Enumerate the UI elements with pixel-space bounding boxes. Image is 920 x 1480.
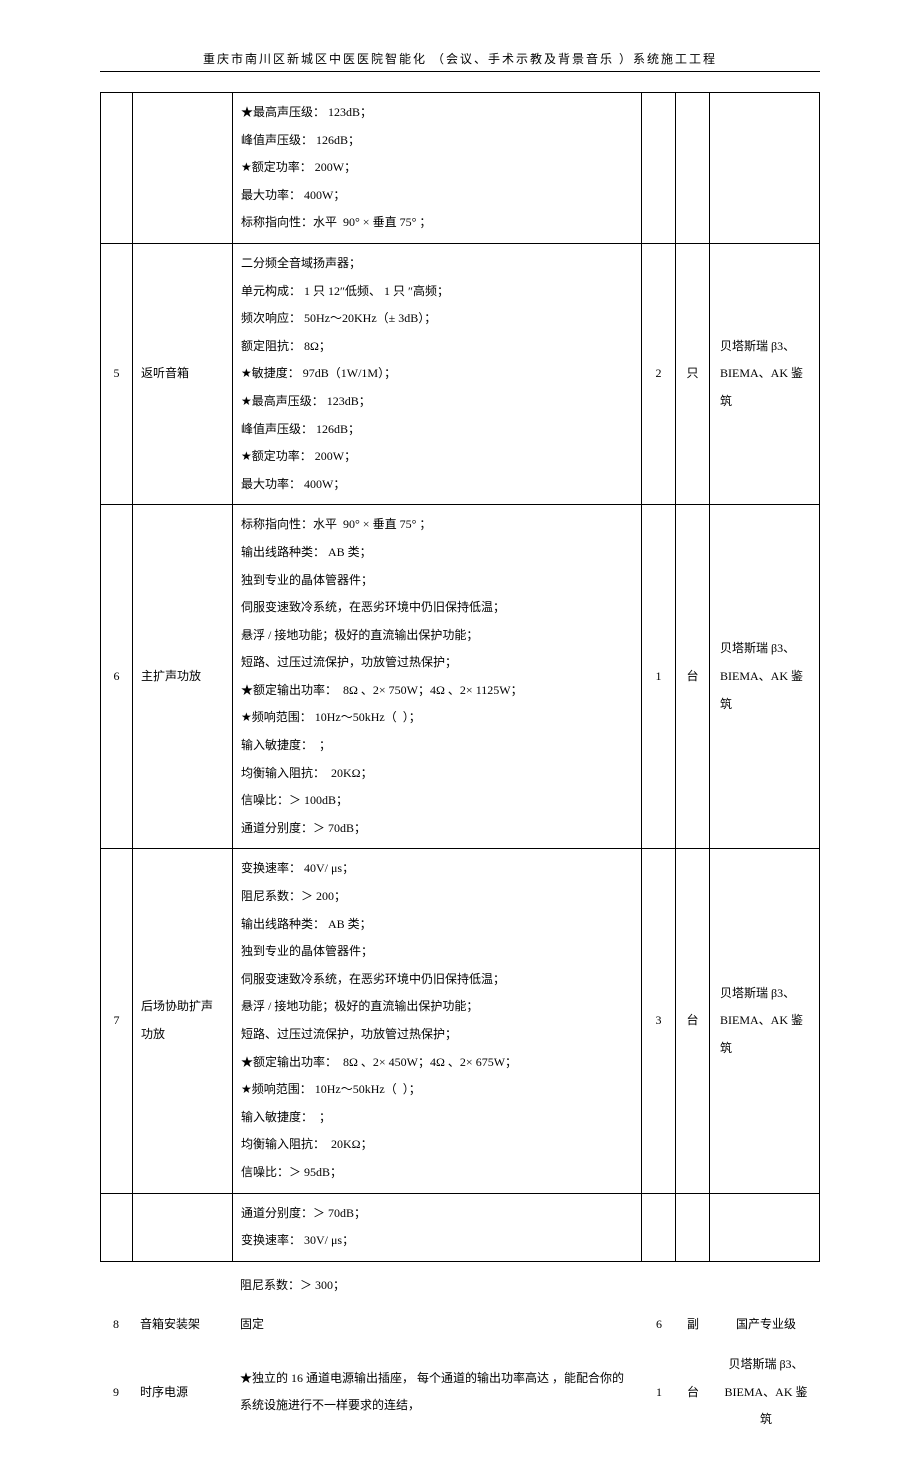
cell-brand: 贝塔斯瑞 β3、BIEMA、AK 鉴筑 <box>710 505 820 849</box>
cell-spec: 通道分别度：＞ 70dB； 变换速率： 30V/ μs； <box>233 1193 642 1261</box>
cell-qty <box>642 1266 676 1306</box>
cell-name: 音箱安装架 <box>132 1305 232 1345</box>
cell-name: 返听音箱 <box>133 243 233 504</box>
cell-name: 时序电源 <box>132 1345 232 1440</box>
cell-spec: 二分频全音域扬声器； 单元构成： 1 只 12″低频、 1 只 ″高频； 频次响… <box>233 243 642 504</box>
cell-idx: 5 <box>101 243 133 504</box>
table-row: 通道分别度：＞ 70dB； 变换速率： 30V/ μs； <box>101 1193 820 1261</box>
cell-qty: 1 <box>642 1345 676 1440</box>
cell-name <box>132 1266 232 1306</box>
cell-brand <box>710 1193 820 1261</box>
cell-idx: 8 <box>100 1305 132 1345</box>
cell-spec: 阻尼系数：＞ 300； <box>232 1266 642 1306</box>
cell-idx: 9 <box>100 1345 132 1440</box>
table-row: 9时序电源★独立的 16 通道电源输出插座， 每个通道的输出功率高达 ，能配合你… <box>100 1345 820 1440</box>
cell-spec: 标称指向性：水平 90° × 垂直 75° ； 输出线路种类： AB 类； 独到… <box>233 505 642 849</box>
cell-brand: 贝塔斯瑞 β3、BIEMA、AK 鉴筑 <box>710 243 820 504</box>
cell-idx <box>101 1193 133 1261</box>
cell-spec: ★独立的 16 通道电源输出插座， 每个通道的输出功率高达 ，能配合你的系统设施… <box>232 1345 642 1440</box>
cell-unit: 副 <box>676 1305 710 1345</box>
cell-name: 后场协助扩声功放 <box>133 849 233 1193</box>
cell-qty: 6 <box>642 1305 676 1345</box>
cell-unit: 台 <box>676 849 710 1193</box>
cell-idx <box>100 1266 132 1306</box>
table-row: 5返听音箱二分频全音域扬声器； 单元构成： 1 只 12″低频、 1 只 ″高频… <box>101 243 820 504</box>
cell-spec: 变换速率： 40V/ μs； 阻尼系数：＞ 200； 输出线路种类： AB 类；… <box>233 849 642 1193</box>
cell-unit <box>676 1193 710 1261</box>
cell-idx: 7 <box>101 849 133 1193</box>
cell-qty <box>642 93 676 244</box>
cell-brand <box>710 93 820 244</box>
cell-name: 主扩声功放 <box>133 505 233 849</box>
table-row: 阻尼系数：＞ 300； <box>100 1266 820 1306</box>
cell-name <box>133 1193 233 1261</box>
cell-qty: 1 <box>642 505 676 849</box>
page-header: 重庆市南川区新城区中医医院智能化 （会议、手术示教及背景音乐 ）系统施工工程 <box>100 50 820 72</box>
cell-spec: ★最高声压级： 123dB； 峰值声压级： 126dB； ★额定功率： 200W… <box>233 93 642 244</box>
cell-spec: 固定 <box>232 1305 642 1345</box>
cell-idx: 6 <box>101 505 133 849</box>
cell-unit <box>676 1266 710 1306</box>
cell-brand <box>710 1266 820 1306</box>
cell-brand: 国产专业级 <box>710 1305 820 1345</box>
document-page: 重庆市南川区新城区中医医院智能化 （会议、手术示教及背景音乐 ）系统施工工程 ★… <box>0 0 920 1480</box>
table-row: ★最高声压级： 123dB； 峰值声压级： 126dB； ★额定功率： 200W… <box>101 93 820 244</box>
cell-qty <box>642 1193 676 1261</box>
cell-name <box>133 93 233 244</box>
cell-brand: 贝塔斯瑞 β3、BIEMA、AK 鉴筑 <box>710 1345 820 1440</box>
table-row: 7后场协助扩声功放变换速率： 40V/ μs； 阻尼系数：＞ 200； 输出线路… <box>101 849 820 1193</box>
spec-table: ★最高声压级： 123dB； 峰值声压级： 126dB； ★额定功率： 200W… <box>100 92 820 1262</box>
cell-qty: 2 <box>642 243 676 504</box>
table-row: 6主扩声功放标称指向性：水平 90° × 垂直 75° ； 输出线路种类： AB… <box>101 505 820 849</box>
tail-table: 阻尼系数：＞ 300；8音箱安装架固定6副国产专业级9时序电源★独立的 16 通… <box>100 1266 820 1440</box>
cell-qty: 3 <box>642 849 676 1193</box>
cell-unit <box>676 93 710 244</box>
table-row: 8音箱安装架固定6副国产专业级 <box>100 1305 820 1345</box>
cell-brand: 贝塔斯瑞 β3、BIEMA、AK 鉴筑 <box>710 849 820 1193</box>
cell-idx <box>101 93 133 244</box>
cell-unit: 只 <box>676 243 710 504</box>
cell-unit: 台 <box>676 505 710 849</box>
cell-unit: 台 <box>676 1345 710 1440</box>
